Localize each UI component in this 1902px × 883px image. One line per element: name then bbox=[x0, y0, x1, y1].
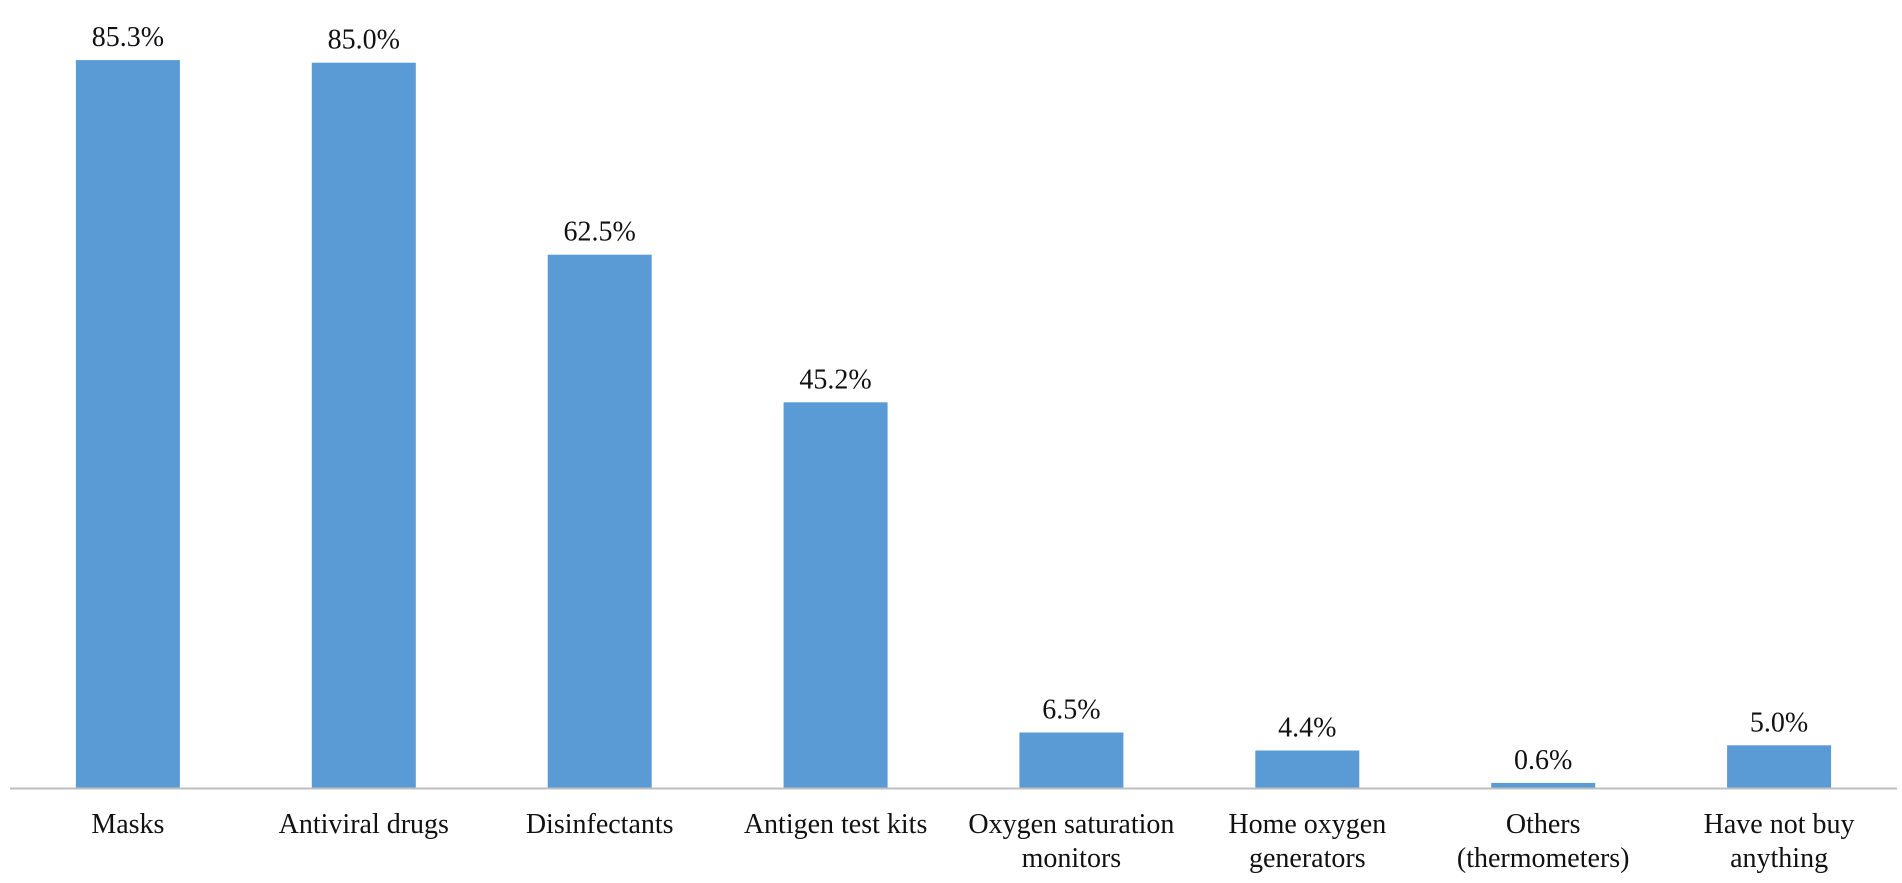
bar-1 bbox=[75, 60, 180, 789]
category-label-7: Others (thermometers) bbox=[1457, 809, 1630, 874]
category-label-line: Have not buy bbox=[1704, 809, 1855, 840]
category-label-line: Antiviral drugs bbox=[279, 809, 449, 840]
bar-6 bbox=[1255, 750, 1360, 788]
category-label-8: Have not buy anything bbox=[1704, 809, 1855, 874]
bar-4 bbox=[783, 402, 888, 788]
bar-8 bbox=[1727, 745, 1832, 788]
category-label-line: generators bbox=[1249, 843, 1366, 874]
category-label-2: Antiviral drugs bbox=[279, 809, 449, 840]
category-label-1: Masks bbox=[91, 809, 164, 840]
bar-5 bbox=[1019, 732, 1124, 788]
data-label-6: 4.4% bbox=[1278, 713, 1336, 744]
category-label-line: Others bbox=[1506, 809, 1581, 840]
bar-7 bbox=[1491, 782, 1596, 788]
data-label-5: 6.5% bbox=[1042, 695, 1100, 726]
category-label-5: Oxygen saturation monitors bbox=[968, 809, 1174, 874]
category-label-line: monitors bbox=[1022, 843, 1122, 874]
category-label-4: Antigen test kits bbox=[744, 809, 928, 840]
category-labels-group: Masks Antiviral drugs Disinfectants Antigen… bbox=[91, 809, 1854, 874]
data-labels-group: 85.3% 85.0% 62.5% 45.2% 6.5% 4.4% 0.6% 5.0% bbox=[92, 22, 1809, 776]
category-label-line: Oxygen saturation bbox=[968, 809, 1174, 840]
category-label-line: anything bbox=[1730, 843, 1828, 874]
category-label-line: Home oxygen bbox=[1228, 809, 1386, 840]
category-label-line: Antigen test kits bbox=[744, 809, 928, 840]
bar-2 bbox=[311, 62, 416, 788]
category-label-6: Home oxygen generators bbox=[1228, 809, 1386, 874]
category-label-3: Disinfectants bbox=[526, 809, 674, 840]
data-label-4: 45.2% bbox=[799, 364, 871, 395]
data-label-1: 85.3% bbox=[92, 22, 164, 53]
category-label-line: Masks bbox=[91, 809, 164, 840]
bar-3 bbox=[547, 254, 652, 788]
category-label-line: (thermometers) bbox=[1457, 843, 1630, 874]
data-label-2: 85.0% bbox=[328, 25, 400, 56]
category-label-line: Disinfectants bbox=[526, 809, 674, 840]
data-label-8: 5.0% bbox=[1750, 707, 1808, 738]
data-label-7: 0.6% bbox=[1514, 745, 1572, 776]
data-label-3: 62.5% bbox=[564, 217, 636, 248]
bars-group bbox=[75, 60, 1832, 789]
